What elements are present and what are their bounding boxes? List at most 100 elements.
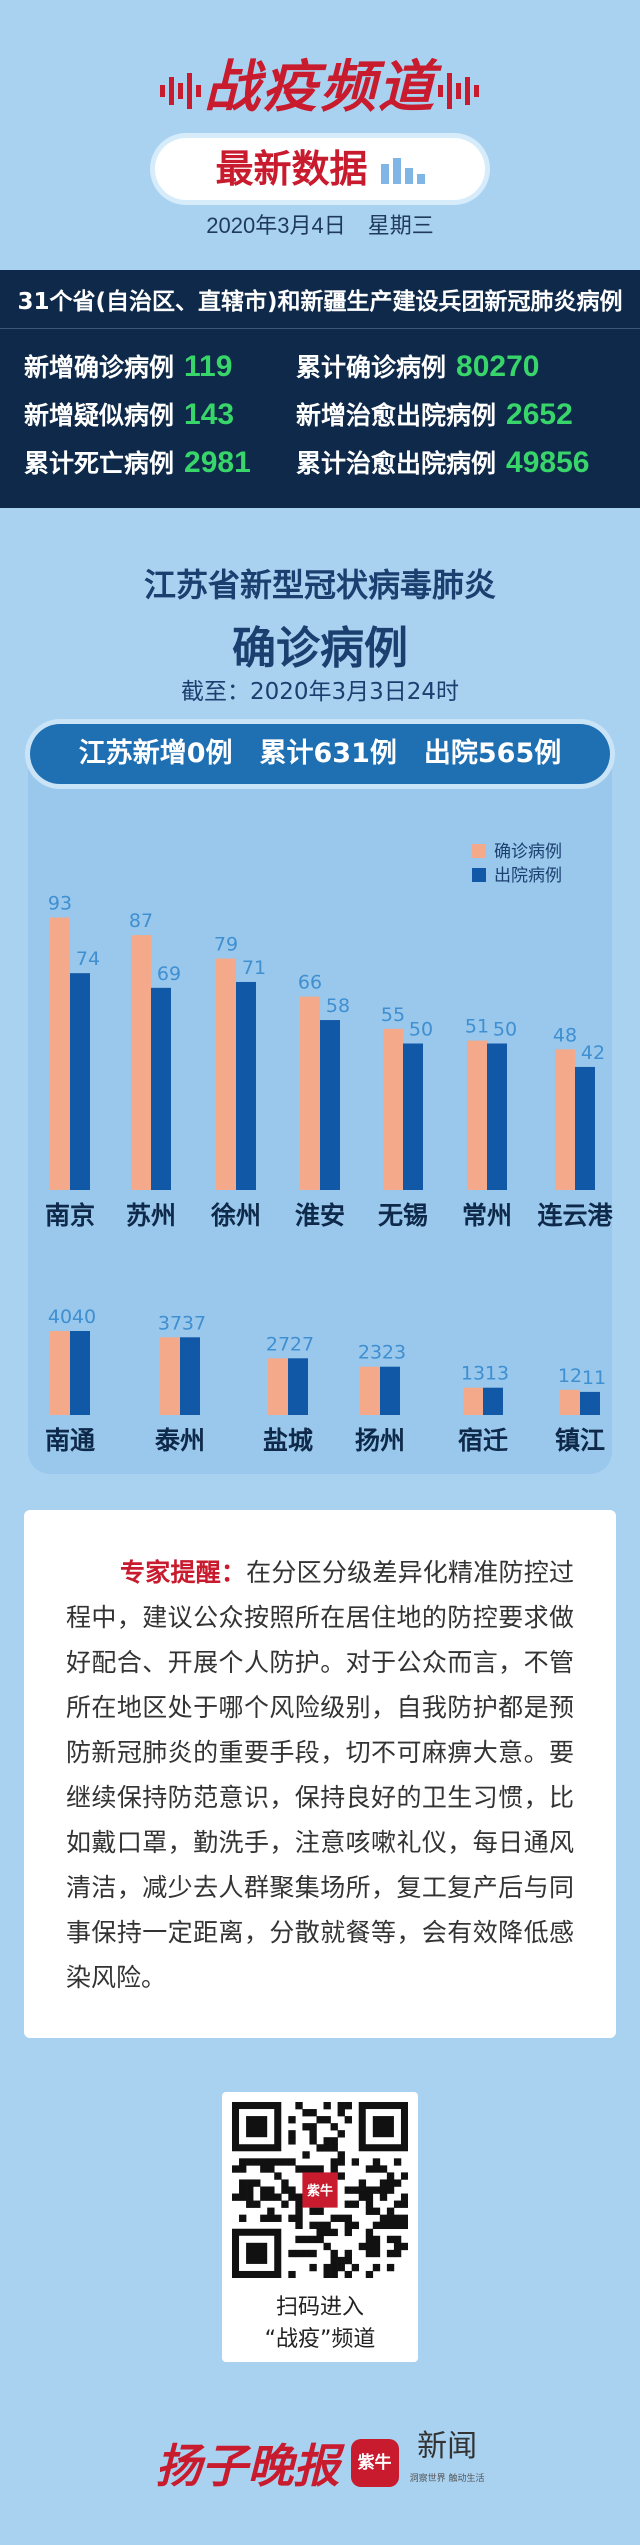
qr-module (344, 2186, 352, 2194)
stat-new-confirmed: 新增确诊病例 119 (24, 348, 232, 384)
qr-module (267, 2158, 275, 2166)
qr-module (295, 2193, 303, 2201)
qr-module (351, 2221, 360, 2230)
qr-module (309, 2109, 317, 2117)
qr-module (309, 2165, 317, 2173)
qr-module (358, 2186, 367, 2194)
qr-module (386, 2172, 395, 2180)
qr-module (267, 2207, 275, 2215)
qr-module (281, 2186, 289, 2194)
category-label: 淮安 (295, 1201, 345, 1230)
qr-module (393, 2214, 402, 2222)
bar-confirmed (268, 1358, 288, 1415)
bar-discharged (180, 1337, 200, 1415)
qr-module (386, 2214, 395, 2222)
qr-module (337, 2151, 345, 2159)
qr-module (337, 2256, 345, 2265)
qr-module (365, 2270, 374, 2278)
qr-module (393, 2235, 402, 2244)
tip-lead: 专家提醒： (120, 1558, 247, 1587)
qr-module (400, 2214, 408, 2222)
category-label: 泰州 (155, 1426, 205, 1455)
qr-module (372, 2207, 381, 2215)
bar-discharged (70, 973, 90, 1190)
qr-module (260, 2165, 268, 2173)
qr-module (386, 2179, 395, 2187)
qr-module (386, 2249, 395, 2258)
cutoff-text: 截至：2020年3月3日24时 (180, 679, 460, 705)
bar-confirmed (160, 1337, 180, 1415)
qr-module (295, 2165, 303, 2173)
bar-confirmed (131, 935, 151, 1190)
bar-confirmed (383, 1028, 403, 1190)
bar-confirmed (300, 996, 320, 1190)
qr-module (316, 2221, 324, 2230)
category-label: 徐州 (210, 1201, 261, 1230)
stat-value: 2981 (184, 446, 251, 479)
stat-label: 新增治愈出院病例 (296, 401, 497, 430)
bar-chart-icon (380, 158, 425, 184)
qr-module (330, 2256, 338, 2265)
qr-module (274, 2172, 282, 2180)
date-text: 2020年3月4日 星期三 (206, 213, 434, 238)
qr-module (288, 2158, 296, 2166)
qr-module (246, 2158, 254, 2166)
qr-module (330, 2158, 338, 2166)
qr-module (309, 2235, 317, 2244)
data-label-discharged: 23 (382, 1342, 406, 1364)
qr-module (239, 2214, 247, 2222)
qr-module (365, 2200, 374, 2208)
legend-swatch-discharged (472, 868, 486, 882)
qr-module (344, 2200, 352, 2208)
qr-module (351, 2263, 360, 2272)
stat-value: 119 (184, 350, 233, 383)
zi-niu-logo-icon: 紫牛 (350, 2439, 399, 2487)
brand-text: 战疫频道 (204, 55, 436, 120)
qr-module (372, 2165, 381, 2173)
stat-new-suspected: 新增疑似病例 143 (24, 396, 234, 432)
data-label-discharged: 42 (581, 1042, 605, 1064)
stat-label: 累计治愈出院病例 (296, 449, 497, 478)
qr-module (330, 2249, 338, 2258)
qr-module (295, 2207, 303, 2215)
qr-module (365, 2165, 374, 2173)
qr-module (344, 2256, 352, 2265)
qr-module (351, 2186, 360, 2194)
data-label-discharged: 37 (182, 1312, 206, 1334)
qr-code-card[interactable]: 紫牛 (222, 2092, 418, 2362)
qr-module (295, 2249, 303, 2258)
qr-module (239, 2186, 247, 2194)
stat-total-recovered: 累计治愈出院病例 49856 (296, 444, 589, 480)
stat-value: 49856 (506, 446, 590, 479)
qr-module (358, 2242, 367, 2251)
bar-confirmed (50, 1331, 70, 1415)
qr-module (365, 2186, 374, 2194)
qr-module (309, 2123, 317, 2131)
bar-discharged (380, 1366, 400, 1415)
qr-module (295, 2102, 303, 2110)
qr-module (400, 2221, 408, 2230)
data-label-confirmed: 51 (465, 1016, 489, 1038)
qr-module (400, 2193, 408, 2201)
qr-module (288, 2186, 296, 2194)
qr-module (316, 2116, 324, 2124)
data-label-confirmed: 23 (358, 1342, 382, 1364)
qr-module (386, 2221, 395, 2230)
qr-module (232, 2193, 240, 2201)
qr-module (337, 2172, 345, 2180)
badge-text: 最新数据 (215, 147, 368, 191)
qr-module (295, 2214, 303, 2222)
bar-confirmed (360, 1366, 380, 1415)
pulse-right-icon (438, 72, 479, 109)
qr-module (337, 2109, 345, 2117)
qr-module (246, 2200, 254, 2208)
data-label-discharged: 40 (72, 1306, 96, 1328)
qr-module (372, 2249, 381, 2258)
legend-label-discharged: 出院病例 (494, 866, 562, 886)
qr-logo-text: 紫牛 (307, 2183, 333, 2199)
qr-module (232, 2165, 240, 2173)
qr-module (239, 2158, 247, 2166)
bar-discharged (151, 987, 171, 1190)
qr-module (393, 2249, 402, 2258)
data-label-discharged: 11 (582, 1367, 606, 1389)
